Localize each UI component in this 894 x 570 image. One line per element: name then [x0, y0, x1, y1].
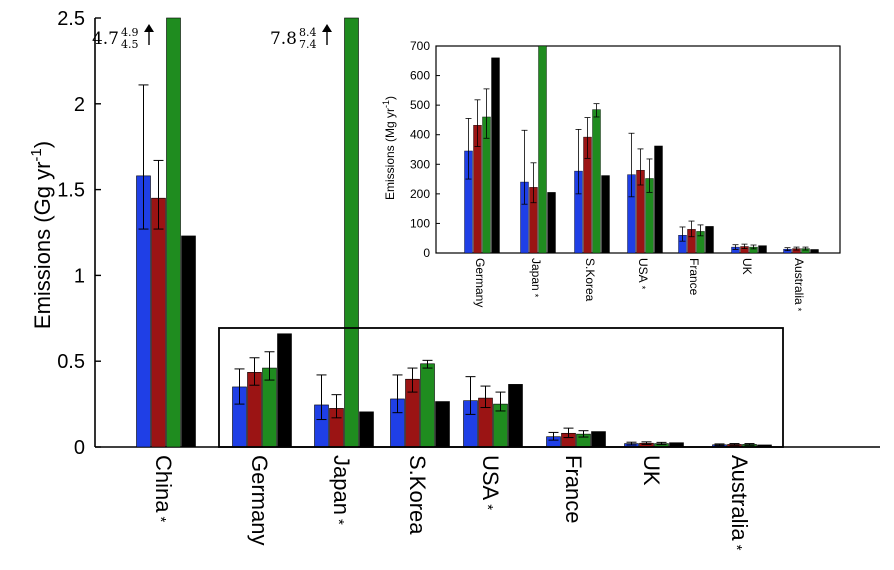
inset-category-name: Australia: [792, 258, 806, 305]
main-category-label: UK: [639, 455, 664, 486]
main-y-tick-label: 2.5: [57, 8, 85, 30]
annotation-upper: 4.9: [121, 26, 139, 39]
main-category-label: Japan *: [329, 455, 354, 525]
inset-category-label: Australia *: [792, 258, 806, 312]
inset-bar: [810, 249, 819, 254]
annotation-value: 4.7: [92, 29, 119, 49]
main-offscale-annotation: 7.8 8.47.4: [270, 24, 332, 51]
main-category-suffix: *: [728, 545, 745, 551]
main-y-axis-label-sup: -1: [28, 148, 45, 161]
main-category-name: UK: [639, 455, 664, 486]
annotation-upper: 8.4: [299, 26, 317, 39]
inset-y-axis-label-sup: -1: [381, 100, 391, 108]
inset-category-name: Germany: [473, 258, 487, 307]
annotation-arrow-head: [322, 24, 332, 32]
main-y-tick-label: 2: [74, 94, 85, 116]
main-category-name: Germany: [247, 455, 272, 545]
main-category-name: Australia: [727, 455, 752, 541]
main-category-label: S.Korea: [405, 455, 430, 535]
main-category-name: China: [151, 455, 176, 513]
main-offscale-annotation: 4.7 4.94.5: [92, 24, 154, 51]
annotation-value: 7.8: [270, 29, 297, 49]
main-bar: [344, 17, 359, 448]
main-y-tick-label: 1.5: [57, 180, 85, 202]
main-category-suffix: *: [330, 519, 347, 525]
inset-y-axis-label-close: ): [383, 96, 397, 100]
main-y-axis-label: Emissions (Gg yr-1): [28, 141, 55, 329]
inset-category-label: S.Korea: [583, 258, 597, 302]
main-y-tick-label: 1: [74, 265, 85, 287]
inset-category-suffix: *: [793, 308, 803, 312]
main-bar: [508, 384, 523, 448]
inset-category-name: UK: [740, 258, 754, 275]
inset-category-name: France: [687, 258, 701, 296]
main-category-label: Germany: [247, 455, 272, 545]
inset-category-suffix: *: [637, 286, 647, 290]
inset-bar: [601, 175, 610, 254]
inset-y-tick-label: 600: [410, 69, 430, 83]
inset-y-tick-label: 0: [423, 246, 430, 260]
main-y-tick-label: 0: [74, 437, 85, 459]
inset-y-tick-label: 400: [410, 128, 430, 142]
inset-category-name: USA: [636, 258, 650, 283]
main-category-name: France: [561, 455, 586, 523]
main-category-suffix: *: [152, 516, 169, 522]
inset-bar: [547, 192, 556, 254]
main-category-suffix: *: [479, 504, 496, 510]
zoom-region-box: [218, 327, 784, 448]
inset-bar: [592, 109, 601, 254]
main-bar: [435, 401, 450, 448]
inset-bar: [705, 226, 714, 254]
main-category-label: France: [561, 455, 586, 523]
inset-bar: [654, 145, 663, 254]
inset-bar: [538, 45, 547, 254]
inset-category-label: France: [687, 258, 701, 296]
inset-y-tick-label: 300: [410, 157, 430, 171]
inset-y-tick-label: 100: [410, 216, 430, 230]
main-bar: [591, 431, 606, 448]
main-bar: [151, 197, 166, 448]
inset-y-tick-label: 200: [410, 187, 430, 201]
main-category-name: S.Korea: [405, 455, 430, 535]
main-bar: [166, 17, 181, 448]
main-category-label: Australia *: [727, 455, 752, 551]
main-category-name: USA: [478, 455, 503, 501]
main-bar: [359, 411, 374, 448]
inset-bar: [758, 245, 767, 254]
inset-bar: [491, 57, 500, 254]
inset-category-label: USA *: [636, 258, 650, 290]
main-y-axis-label-text: Emissions (Gg yr: [30, 162, 55, 329]
inset-category-label: Japan *: [529, 258, 543, 298]
main-category-label: China *: [151, 455, 176, 522]
inset-y-axis-label-text: Emissions (Mg yr: [383, 108, 397, 200]
main-category-name: Japan: [329, 455, 354, 515]
inset-category-name: Japan: [529, 258, 543, 291]
annotation-lower: 4.5: [121, 38, 139, 51]
main-category-label: USA *: [478, 455, 503, 510]
inset-y-tick-label: 700: [410, 39, 430, 53]
inset-category-name: S.Korea: [583, 258, 597, 302]
inset-category-label: UK: [740, 258, 754, 275]
annotation-lower: 7.4: [299, 38, 317, 51]
annotation-arrow-head: [144, 24, 154, 32]
main-bar: [277, 333, 292, 448]
main-bar: [420, 363, 435, 448]
inset-y-axis-label: Emissions (Mg yr-1): [381, 96, 397, 200]
inset-y-tick-label: 500: [410, 98, 430, 112]
inset-category-label: Germany: [473, 258, 487, 307]
main-y-tick-label: 0.5: [57, 351, 85, 373]
inset-category-suffix: *: [530, 294, 540, 298]
main-bar: [181, 235, 196, 448]
main-y-axis-label-close: ): [30, 141, 55, 148]
